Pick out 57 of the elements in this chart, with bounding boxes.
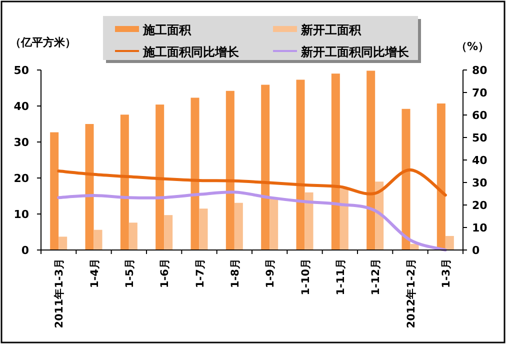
bar	[304, 192, 314, 250]
bar	[234, 202, 243, 250]
x-tick-label: 1-12月	[370, 258, 382, 296]
bar	[366, 70, 376, 250]
y2-tick-label: 80	[472, 64, 488, 77]
x-tick-label: 1-5月	[124, 258, 136, 288]
legend-label: 施工面积同比增长	[142, 45, 240, 59]
legend-label: 新开工面积同比增长	[300, 45, 410, 59]
y-tick-label: 20	[14, 172, 30, 185]
y-tick-label: 0	[21, 244, 30, 257]
bar	[270, 198, 278, 250]
y2-tick-label: 60	[472, 109, 488, 122]
bar	[340, 188, 348, 250]
y2-tick-label: 40	[472, 154, 488, 167]
bar	[296, 80, 305, 250]
bar	[94, 230, 102, 250]
x-tick-label: 2012年1-2月	[404, 258, 418, 328]
y-tick-label: 30	[14, 136, 30, 149]
bar	[120, 114, 129, 250]
line-series	[57, 190, 447, 252]
bar	[128, 222, 138, 250]
x-tick-label: 1-11月	[334, 258, 347, 296]
y-tick-label: 40	[14, 100, 30, 113]
line-series	[57, 168, 447, 197]
bar	[85, 124, 94, 250]
y2-tick-label: 10	[472, 222, 488, 234]
bar	[226, 90, 234, 250]
bar	[199, 208, 208, 250]
x-tick-label: 1-9月	[264, 258, 277, 288]
y-tick-label: 50	[14, 64, 30, 77]
x-tick-label: 1-10月	[300, 258, 312, 296]
x-tick-label: 2011年1-3月	[52, 258, 66, 328]
y2-axis-title: （%）	[456, 40, 490, 53]
legend-label: 新开工面积	[300, 23, 362, 37]
y-axis-title: （亿平方米）	[10, 36, 76, 49]
x-tick-label: 1-3月	[440, 258, 452, 288]
legend-label: 施工面积	[142, 23, 192, 37]
x-tick-label: 1-7月	[194, 258, 206, 288]
bar	[50, 132, 59, 250]
y2-tick-label: 20	[472, 199, 488, 212]
bar	[164, 215, 173, 250]
y2-tick-label: 50	[472, 132, 488, 144]
bar	[261, 84, 270, 250]
bar	[445, 236, 454, 250]
y2-tick-label: 30	[472, 176, 488, 190]
x-tick-label: 1-8月	[229, 258, 242, 288]
x-tick-label: 1-6月	[159, 258, 172, 288]
bar	[156, 104, 164, 250]
bar	[436, 103, 446, 250]
bar	[190, 98, 200, 250]
bar	[402, 108, 410, 250]
y-tick-label: 10	[14, 208, 30, 221]
y2-tick-label: 70	[472, 86, 488, 100]
x-tick-label: 1-4月	[88, 258, 101, 288]
bar	[331, 74, 340, 250]
y2-tick-label: 0	[472, 244, 480, 257]
bar	[58, 236, 68, 250]
